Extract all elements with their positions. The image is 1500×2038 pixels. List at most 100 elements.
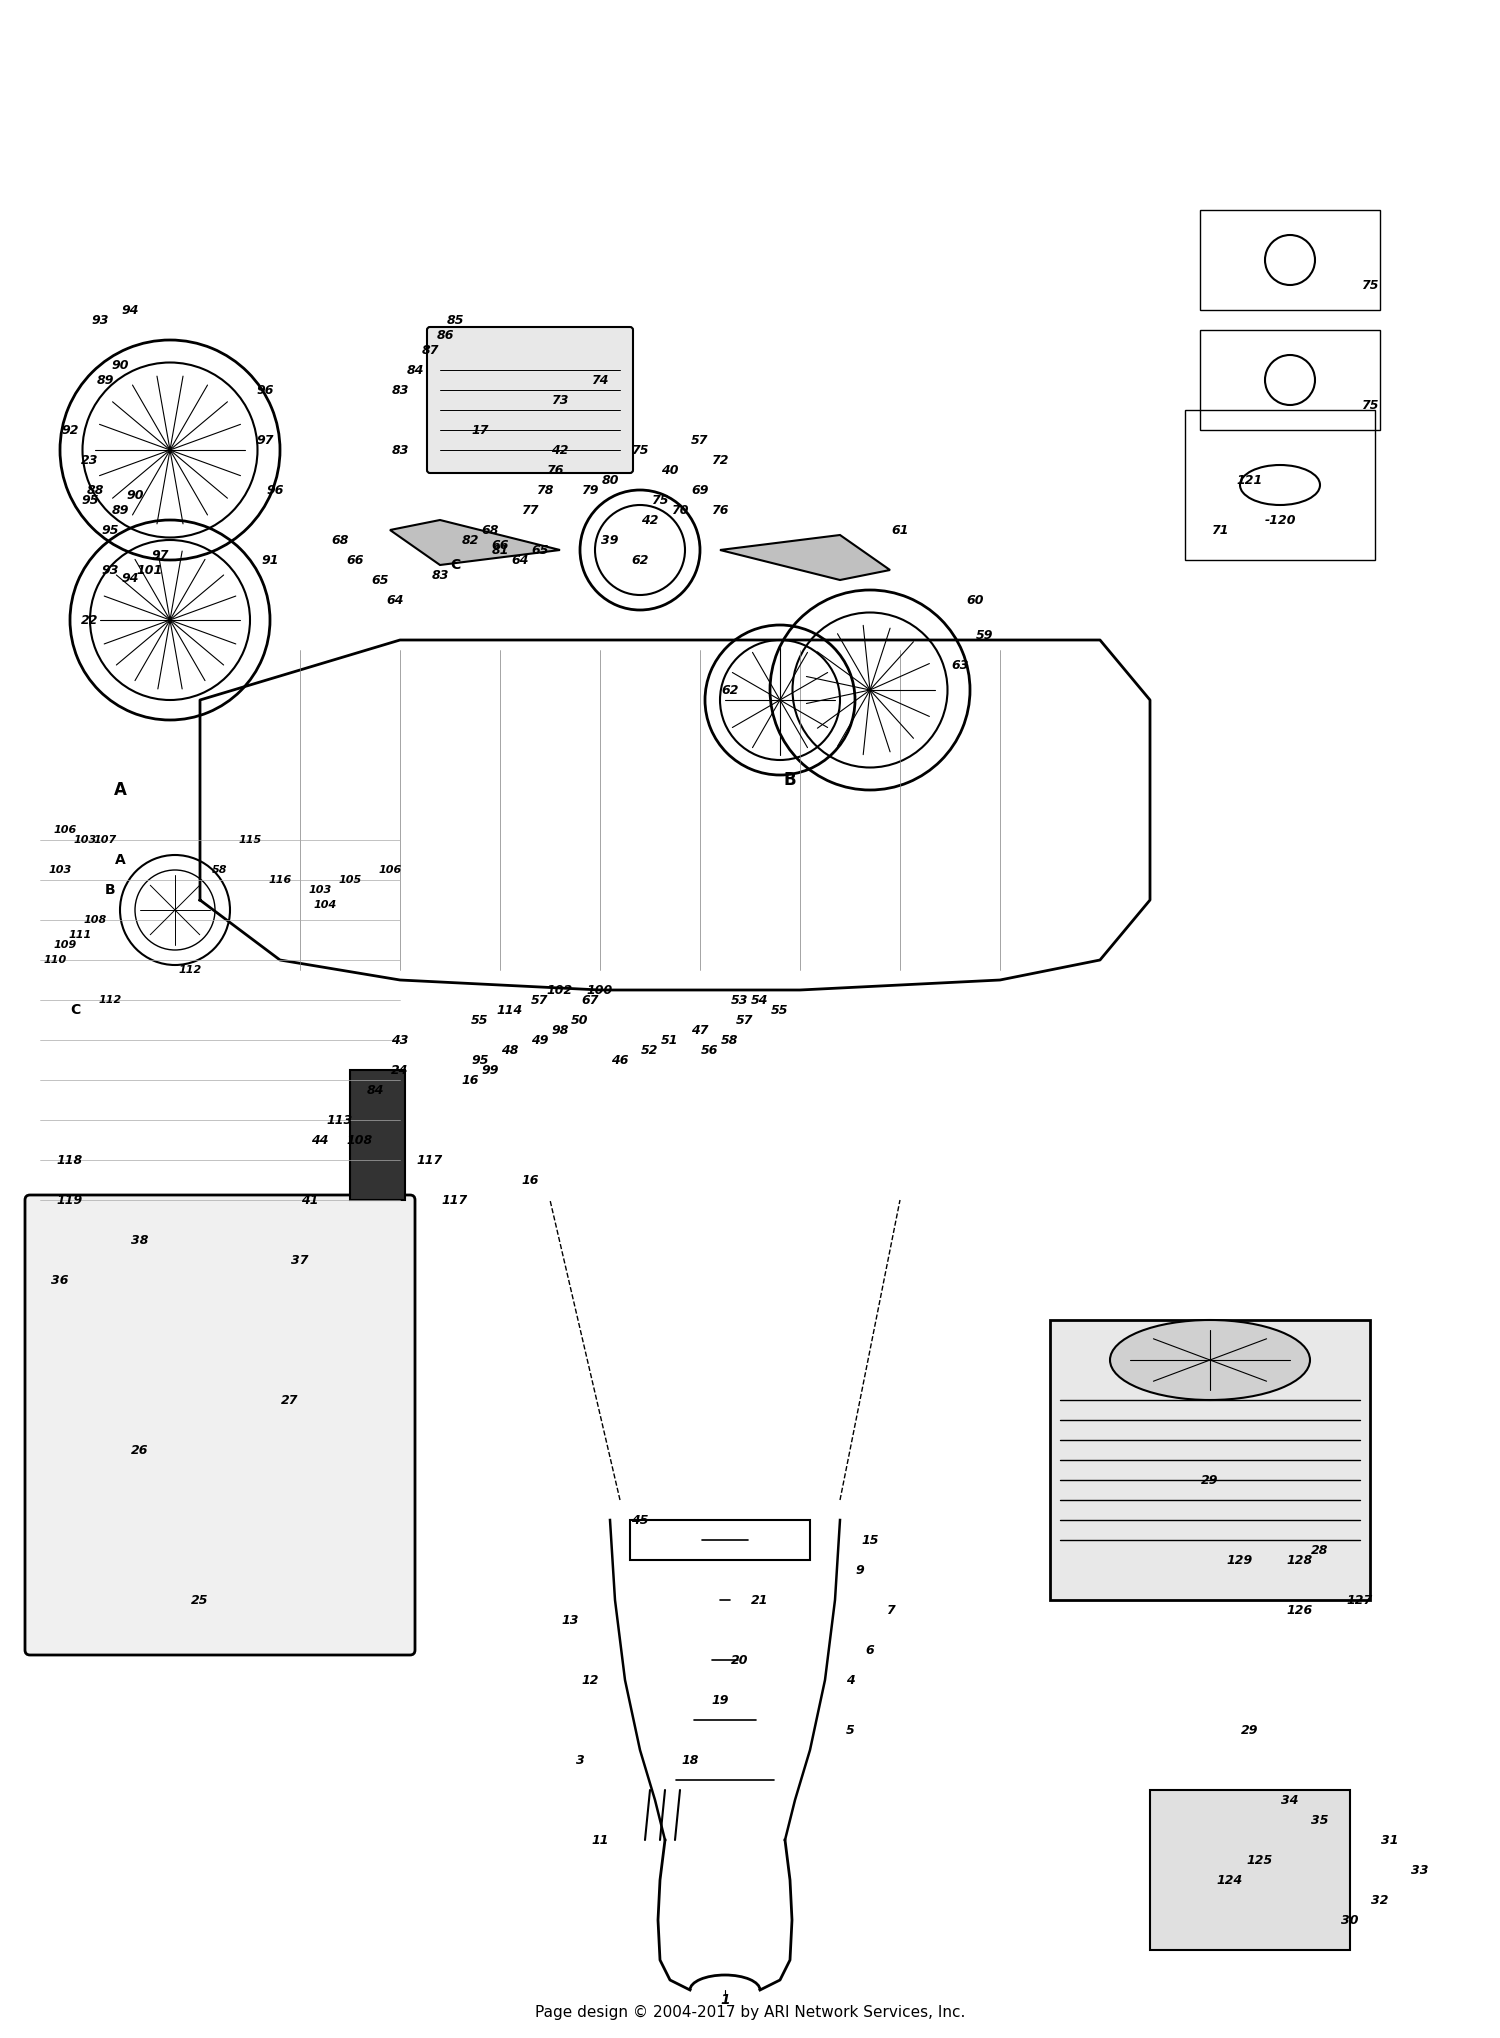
Text: 57: 57 — [736, 1013, 753, 1027]
Text: 95: 95 — [471, 1054, 489, 1066]
Text: 24: 24 — [392, 1064, 408, 1076]
Text: 61: 61 — [891, 524, 909, 536]
Text: 70: 70 — [672, 503, 688, 516]
Text: 90: 90 — [111, 359, 129, 371]
Text: 39: 39 — [602, 534, 618, 546]
Text: 72: 72 — [711, 454, 729, 467]
Text: 33: 33 — [1412, 1863, 1428, 1877]
Text: 129: 129 — [1227, 1553, 1252, 1567]
Text: 57: 57 — [531, 993, 549, 1007]
Text: 18: 18 — [681, 1753, 699, 1767]
Text: 89: 89 — [111, 503, 129, 516]
Text: 95: 95 — [102, 524, 118, 536]
Text: 66: 66 — [346, 554, 363, 567]
Text: 112: 112 — [99, 995, 122, 1005]
Text: 101: 101 — [136, 562, 164, 577]
Text: 68: 68 — [332, 534, 348, 546]
Text: 80: 80 — [602, 473, 618, 487]
Text: 31: 31 — [1382, 1834, 1398, 1846]
Bar — [1200, 210, 1380, 310]
Text: 4: 4 — [846, 1673, 855, 1687]
Text: 108: 108 — [84, 915, 106, 925]
Text: 99: 99 — [482, 1064, 498, 1076]
Bar — [1050, 1321, 1370, 1600]
Text: 87: 87 — [422, 344, 438, 357]
Text: 103: 103 — [48, 864, 72, 874]
Text: 9: 9 — [855, 1563, 864, 1577]
Text: 102: 102 — [548, 984, 573, 997]
Text: 11: 11 — [591, 1834, 609, 1846]
FancyBboxPatch shape — [427, 326, 633, 473]
Text: 20: 20 — [732, 1653, 748, 1667]
Text: 40: 40 — [662, 463, 678, 477]
Text: 108: 108 — [346, 1133, 374, 1147]
Text: 75: 75 — [1362, 399, 1378, 412]
Text: 84: 84 — [406, 363, 423, 377]
Text: 29: 29 — [1242, 1724, 1258, 1736]
Text: 100: 100 — [586, 984, 613, 997]
Text: 22: 22 — [81, 613, 99, 626]
Text: 13: 13 — [561, 1614, 579, 1626]
Text: 41: 41 — [302, 1194, 318, 1206]
Text: 53: 53 — [732, 993, 748, 1007]
Text: 69: 69 — [692, 483, 708, 497]
Text: 62: 62 — [722, 683, 738, 697]
Text: 111: 111 — [69, 929, 92, 940]
Text: 97: 97 — [152, 548, 168, 562]
Text: 93: 93 — [92, 314, 108, 326]
Text: 42: 42 — [642, 514, 658, 526]
Text: 109: 109 — [54, 940, 76, 950]
Text: 43: 43 — [392, 1033, 408, 1045]
Text: 71: 71 — [1212, 524, 1228, 536]
Bar — [1150, 1789, 1350, 1950]
Text: 62: 62 — [632, 554, 648, 567]
Text: A: A — [114, 854, 126, 866]
Text: 16: 16 — [522, 1174, 538, 1186]
Text: 3: 3 — [576, 1753, 585, 1767]
Text: 5: 5 — [846, 1724, 855, 1736]
Text: 67: 67 — [582, 993, 598, 1007]
Text: 37: 37 — [291, 1253, 309, 1266]
Text: 124: 124 — [1216, 1873, 1243, 1887]
Text: 30: 30 — [1341, 1914, 1359, 1926]
Text: 114: 114 — [496, 1003, 523, 1017]
Text: 6: 6 — [865, 1643, 874, 1657]
Text: -120: -120 — [1264, 514, 1296, 526]
Text: 76: 76 — [711, 503, 729, 516]
Text: 82: 82 — [462, 534, 478, 546]
Text: 60: 60 — [966, 593, 984, 607]
Text: 44: 44 — [312, 1133, 328, 1147]
Bar — [630, 1520, 810, 1559]
Text: 54: 54 — [752, 993, 768, 1007]
Text: 65: 65 — [372, 573, 388, 587]
Text: 27: 27 — [282, 1394, 298, 1406]
Bar — [1200, 330, 1380, 430]
Text: 45: 45 — [632, 1514, 648, 1526]
Text: 28: 28 — [1311, 1543, 1329, 1557]
Text: 115: 115 — [238, 836, 261, 846]
FancyBboxPatch shape — [26, 1194, 416, 1655]
Text: 12: 12 — [582, 1673, 598, 1687]
Text: 58: 58 — [722, 1033, 738, 1045]
Text: 126: 126 — [1287, 1604, 1312, 1616]
Text: 84: 84 — [366, 1084, 384, 1096]
Text: 88: 88 — [86, 483, 104, 497]
Text: 26: 26 — [132, 1443, 148, 1457]
Text: 92: 92 — [62, 424, 78, 436]
Text: 125: 125 — [1246, 1853, 1274, 1867]
Text: 81: 81 — [492, 544, 508, 556]
Text: 68: 68 — [482, 524, 498, 536]
Text: 51: 51 — [662, 1033, 678, 1045]
Text: 85: 85 — [447, 314, 464, 326]
Text: 48: 48 — [501, 1043, 519, 1056]
Text: 56: 56 — [700, 1043, 718, 1056]
Text: 58: 58 — [213, 864, 228, 874]
Text: 106: 106 — [54, 825, 76, 836]
Text: A: A — [114, 781, 126, 799]
Text: 15: 15 — [861, 1533, 879, 1547]
Text: 46: 46 — [612, 1054, 628, 1066]
Text: 73: 73 — [552, 393, 568, 406]
Text: 83: 83 — [392, 444, 408, 457]
Text: 7: 7 — [885, 1604, 894, 1616]
Text: 94: 94 — [122, 304, 138, 316]
